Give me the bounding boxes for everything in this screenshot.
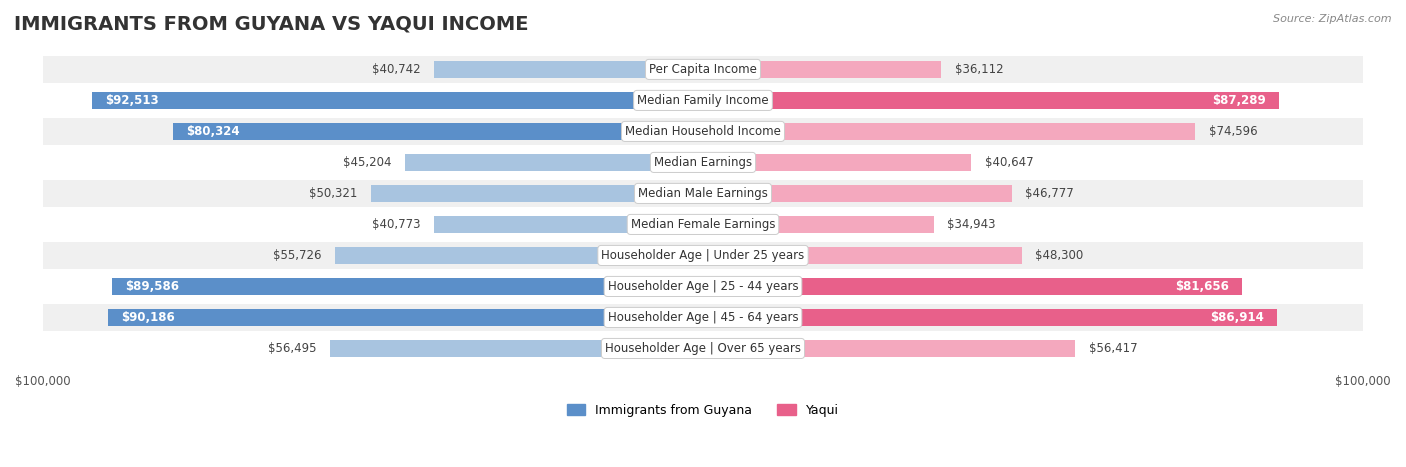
Text: Median Male Earnings: Median Male Earnings [638, 187, 768, 200]
Bar [703, 154, 972, 171]
Text: $46,777: $46,777 [1025, 187, 1074, 200]
Bar [42, 149, 1364, 176]
Text: Householder Age | Over 65 years: Householder Age | Over 65 years [605, 342, 801, 355]
Text: $40,647: $40,647 [984, 156, 1033, 169]
Bar [330, 340, 703, 357]
Text: $40,742: $40,742 [373, 63, 420, 76]
Text: $48,300: $48,300 [1035, 249, 1084, 262]
Text: Householder Age | 25 - 44 years: Householder Age | 25 - 44 years [607, 280, 799, 293]
Bar [93, 92, 703, 109]
Legend: Immigrants from Guyana, Yaqui: Immigrants from Guyana, Yaqui [562, 399, 844, 422]
Text: $50,321: $50,321 [309, 187, 357, 200]
Bar [42, 56, 1364, 83]
Text: Median Household Income: Median Household Income [626, 125, 780, 138]
Text: $87,289: $87,289 [1212, 94, 1265, 107]
Text: $86,914: $86,914 [1209, 311, 1264, 324]
Bar [703, 123, 1195, 140]
Text: $81,656: $81,656 [1175, 280, 1229, 293]
Text: Householder Age | Under 25 years: Householder Age | Under 25 years [602, 249, 804, 262]
Bar [434, 61, 703, 78]
Text: Householder Age | 45 - 64 years: Householder Age | 45 - 64 years [607, 311, 799, 324]
Bar [405, 154, 703, 171]
Text: $55,726: $55,726 [273, 249, 322, 262]
Text: $89,586: $89,586 [125, 280, 179, 293]
Bar [42, 211, 1364, 238]
Bar [42, 118, 1364, 145]
Bar [42, 87, 1364, 113]
Text: $36,112: $36,112 [955, 63, 1004, 76]
Text: Median Female Earnings: Median Female Earnings [631, 218, 775, 231]
Text: $56,495: $56,495 [269, 342, 316, 355]
Bar [703, 185, 1012, 202]
Bar [173, 123, 703, 140]
Bar [434, 216, 703, 233]
Text: $56,417: $56,417 [1088, 342, 1137, 355]
Bar [335, 247, 703, 264]
Text: $45,204: $45,204 [343, 156, 391, 169]
Text: Source: ZipAtlas.com: Source: ZipAtlas.com [1274, 14, 1392, 24]
Bar [703, 61, 942, 78]
Bar [42, 335, 1364, 361]
Bar [42, 273, 1364, 300]
Bar [371, 185, 703, 202]
Bar [703, 92, 1279, 109]
Text: $34,943: $34,943 [946, 218, 995, 231]
Bar [703, 247, 1022, 264]
Bar [703, 278, 1241, 295]
Text: $80,324: $80,324 [186, 125, 239, 138]
Text: IMMIGRANTS FROM GUYANA VS YAQUI INCOME: IMMIGRANTS FROM GUYANA VS YAQUI INCOME [14, 14, 529, 33]
Bar [108, 309, 703, 326]
Bar [42, 304, 1364, 331]
Text: $40,773: $40,773 [373, 218, 420, 231]
Bar [42, 242, 1364, 269]
Text: Median Family Income: Median Family Income [637, 94, 769, 107]
Bar [703, 340, 1076, 357]
Bar [42, 180, 1364, 206]
Text: Per Capita Income: Per Capita Income [650, 63, 756, 76]
Bar [111, 278, 703, 295]
Text: Median Earnings: Median Earnings [654, 156, 752, 169]
Text: $74,596: $74,596 [1209, 125, 1257, 138]
Text: $92,513: $92,513 [105, 94, 159, 107]
Bar [703, 216, 934, 233]
Bar [703, 309, 1277, 326]
Text: $90,186: $90,186 [121, 311, 174, 324]
